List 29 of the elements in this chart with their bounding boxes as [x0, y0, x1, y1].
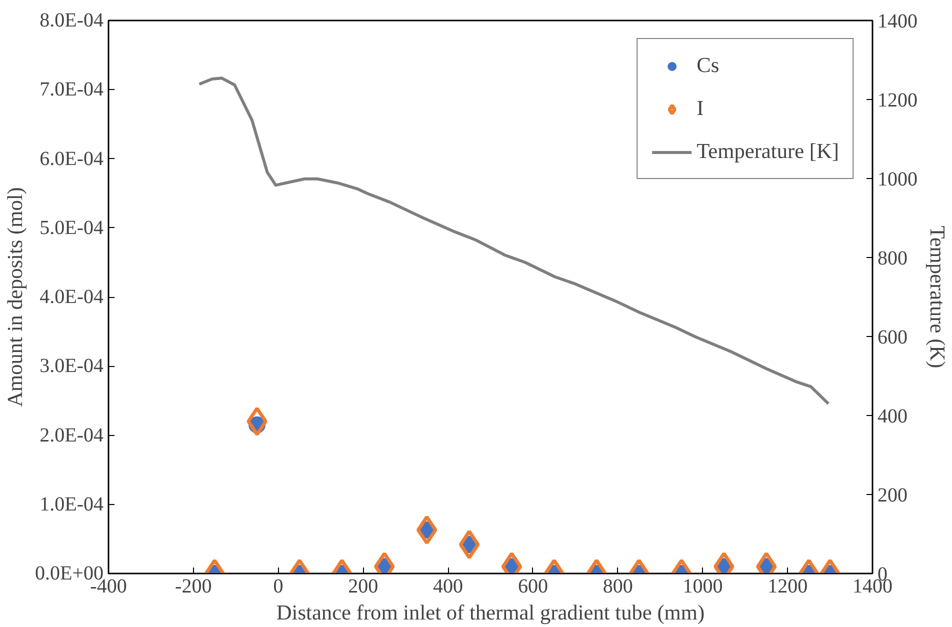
- y-tick-label: 8.0E-04: [40, 10, 104, 32]
- x-tick-label: 600: [518, 576, 548, 598]
- y-axis-title: Amount in deposits (mol): [3, 187, 28, 407]
- y2-tick-label: 600: [878, 326, 908, 348]
- legend-label: Temperature [K]: [696, 139, 839, 164]
- legend-label: I: [696, 96, 705, 121]
- y2-tick-label: 1000: [878, 168, 918, 190]
- x-tick-label: 400: [433, 576, 464, 598]
- y2-axis-title: Temperature (K): [926, 226, 950, 368]
- x-tick-label: 1200: [768, 576, 808, 598]
- legend-label: Cs: [696, 53, 720, 78]
- x-tick-label: 200: [348, 576, 378, 598]
- x-tick-label: -200: [175, 576, 212, 598]
- x-axis-title: Distance from inlet of thermal gradient tube (mm): [276, 600, 705, 624]
- y-tick-label: 1.0E-04: [40, 493, 104, 516]
- y-tick-label: 6.0E-04: [40, 148, 104, 170]
- y-tick-label: 5.0E-04: [40, 216, 104, 239]
- y-tick-label: 7.0E-04: [40, 78, 104, 101]
- y2-tick-label: 1200: [878, 90, 918, 112]
- x-tick-label: 800: [602, 576, 633, 598]
- y-tick-label: 3.0E-04: [40, 355, 104, 378]
- y2-tick-label: 400: [878, 406, 908, 428]
- x-tick-label: 1000: [682, 576, 723, 598]
- y-tick-label: 4.0E-04: [40, 286, 104, 308]
- y2-tick-label: 1400: [878, 10, 918, 32]
- y2-tick-label: 800: [878, 248, 908, 270]
- x-tick-label: 0: [273, 576, 284, 598]
- y-tick-label: 2.0E-04: [40, 424, 104, 446]
- y2-tick-label: 200: [878, 484, 908, 506]
